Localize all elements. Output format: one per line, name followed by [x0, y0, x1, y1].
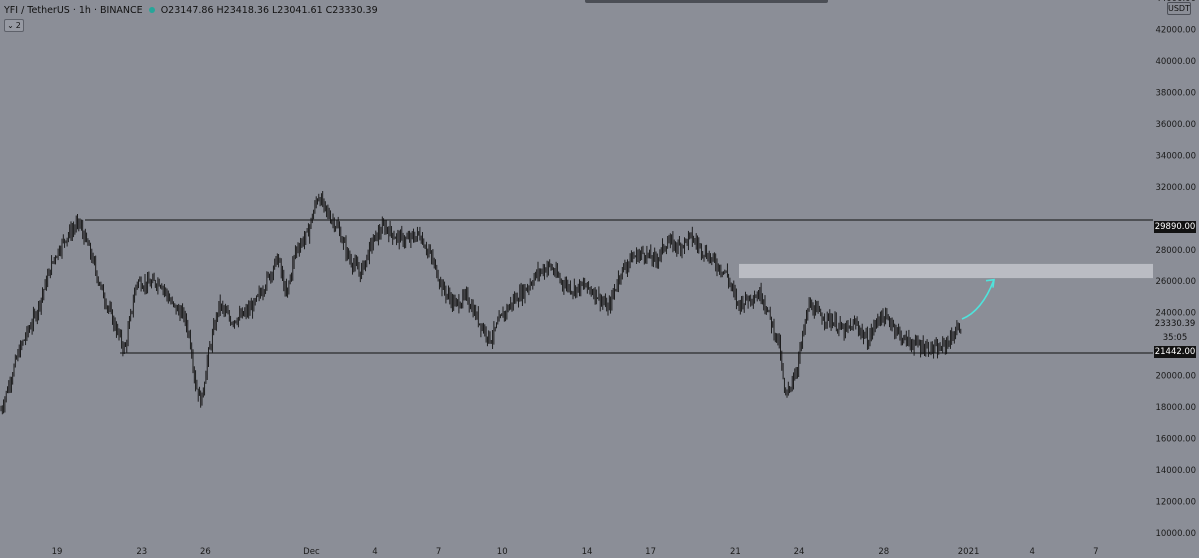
price-tick-label: 14000.00 — [1155, 466, 1196, 476]
time-tick-label: Dec — [303, 547, 320, 557]
resistance-price-label: 29890.00 — [1154, 221, 1196, 233]
time-tick-label: 24 — [794, 547, 805, 557]
time-tick-label: 14 — [582, 547, 593, 557]
time-tick-label: 17 — [645, 547, 656, 557]
time-axis: 19 23 26 Dec 4 7 10 14 17 21 24 28 2021 4 7 — [52, 547, 1099, 557]
time-tick-label: 2021 — [958, 547, 980, 557]
price-tick-label: 32000.00 — [1155, 183, 1196, 193]
ohlc-values: O23147.86 H23418.36 L23041.61 C23330.39 — [160, 4, 378, 16]
candlesticks — [0, 191, 962, 415]
currency-button[interactable]: USDT — [1167, 2, 1191, 15]
bar-countdown-label: 35:05 — [1154, 332, 1196, 344]
price-tick-label: 12000.00 — [1155, 498, 1196, 508]
time-tick-label: 7 — [1093, 547, 1098, 557]
target-zone-rect[interactable] — [739, 263, 1153, 279]
indicators-collapse-button[interactable]: ⌄ 2 — [4, 19, 24, 32]
projection-arrow[interactable] — [961, 279, 995, 320]
support-price-label: 21442.00 — [1154, 346, 1196, 358]
time-tick-label: 4 — [1029, 547, 1034, 557]
price-tick-label: 34000.00 — [1155, 151, 1196, 161]
symbol-title[interactable]: YFI / TetherUS · 1h · BINANCE — [4, 4, 143, 16]
time-tick-label: 19 — [52, 547, 63, 557]
price-tick-label: 20000.00 — [1155, 372, 1196, 382]
time-tick-label: 28 — [878, 547, 889, 557]
price-tick-label: 38000.00 — [1155, 88, 1196, 98]
time-tick-label: 7 — [436, 547, 441, 557]
time-tick-label: 10 — [497, 547, 508, 557]
projection-arrow-head — [985, 278, 995, 288]
price-tick-label: 36000.00 — [1155, 120, 1196, 130]
time-tick-label: 23 — [136, 547, 147, 557]
time-tick-label: 4 — [372, 547, 377, 557]
price-tick-label: 40000.00 — [1155, 57, 1196, 67]
live-status-dot — [148, 7, 155, 13]
time-tick-label: 21 — [730, 547, 741, 557]
price-tick-label: 26000.00 — [1155, 277, 1196, 287]
current-price-label: 23330.39 — [1154, 318, 1196, 330]
price-axis: 44000.0042000.0040000.0038000.0036000.00… — [1155, 0, 1196, 539]
price-tick-label: 28000.00 — [1155, 246, 1196, 256]
price-tick-label: 16000.00 — [1155, 435, 1196, 445]
time-tick-label: 26 — [200, 547, 211, 557]
chart-legend: YFI / TetherUS · 1h · BINANCE O23147.86 … — [4, 3, 378, 17]
price-tick-label: 10000.00 — [1155, 529, 1196, 539]
price-tick-label: 18000.00 — [1155, 403, 1196, 413]
chevron-down-icon: ⌄ — [7, 21, 14, 30]
top-drawing-toolbar[interactable] — [585, 0, 828, 3]
indicator-count: 2 — [15, 21, 21, 30]
price-tick-label: 42000.00 — [1155, 25, 1196, 35]
price-tick-label: 24000.00 — [1155, 309, 1196, 319]
